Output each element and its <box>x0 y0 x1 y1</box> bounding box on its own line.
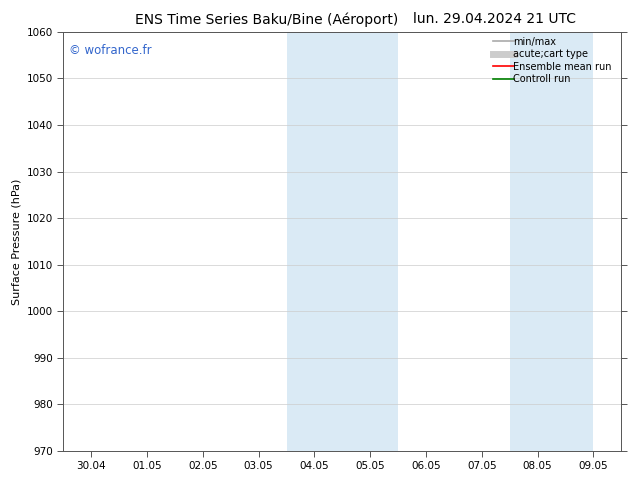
Legend: min/max, acute;cart type, Ensemble mean run, Controll run: min/max, acute;cart type, Ensemble mean … <box>489 33 620 88</box>
Text: © wofrance.fr: © wofrance.fr <box>69 45 152 57</box>
Bar <box>510 32 593 451</box>
Bar <box>287 32 398 451</box>
Y-axis label: Surface Pressure (hPa): Surface Pressure (hPa) <box>11 178 21 304</box>
Text: lun. 29.04.2024 21 UTC: lun. 29.04.2024 21 UTC <box>413 12 576 26</box>
Text: ENS Time Series Baku/Bine (Aéroport): ENS Time Series Baku/Bine (Aéroport) <box>134 12 398 27</box>
